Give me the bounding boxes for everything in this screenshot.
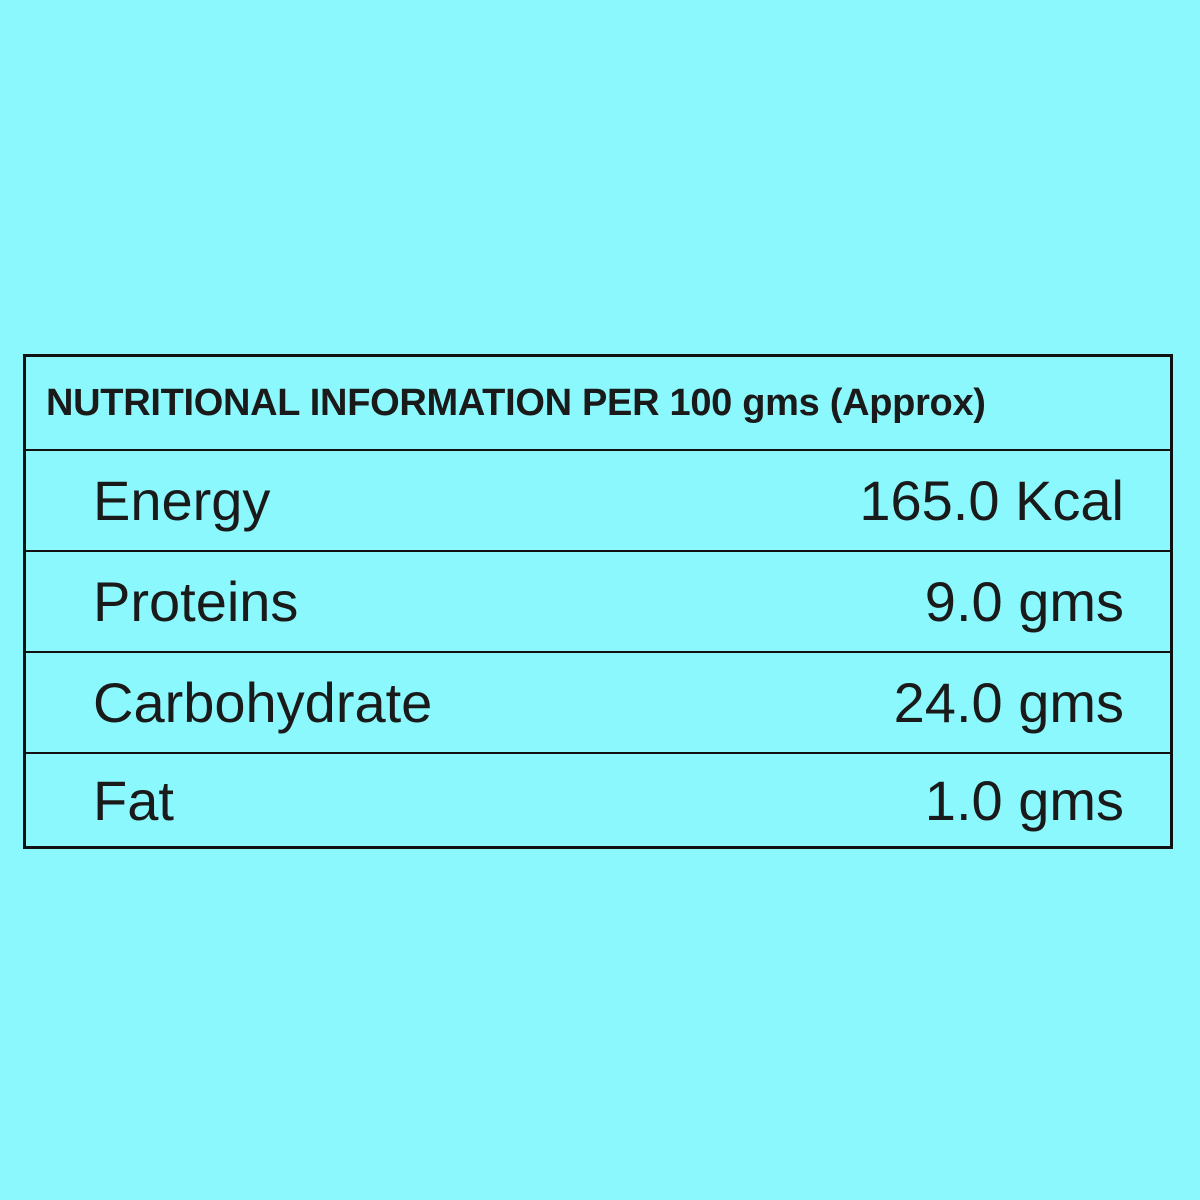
nutrient-name: Carbohydrate	[93, 671, 433, 734]
nutrient-amount: 9.0 gms	[924, 570, 1124, 633]
nutrient-amount: 165.0 Kcal	[859, 469, 1124, 532]
nutrition-table: NUTRITIONAL INFORMATION PER 100 gms (App…	[23, 354, 1173, 849]
nutrient-amount: 24.0 gms	[893, 671, 1124, 734]
table-row: Energy 165.0 Kcal	[26, 451, 1170, 552]
table-row: Proteins 9.0 gms	[26, 552, 1170, 653]
rows: Energy 165.0 Kcal Proteins 9.0 gms Carbohydr…	[26, 451, 1170, 846]
nutrient-amount: 1.0 gms	[924, 768, 1124, 832]
nutrient-name: Proteins	[93, 570, 299, 633]
nutrient-name: Energy	[93, 469, 271, 532]
nutrient-name: Fat	[93, 768, 174, 832]
table-row: Carbohydrate 24.0 gms	[26, 653, 1170, 754]
table-title: NUTRITIONAL INFORMATION PER 100 gms (App…	[26, 357, 1170, 451]
table-row: Fat 1.0 gms	[26, 754, 1170, 846]
